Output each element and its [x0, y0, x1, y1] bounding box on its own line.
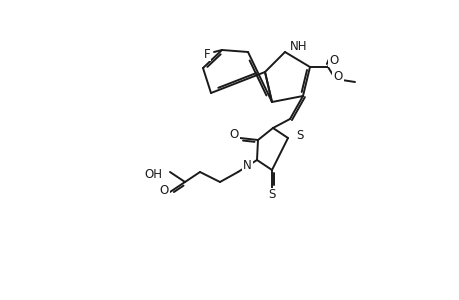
Text: OH: OH — [144, 169, 162, 182]
Text: NH: NH — [289, 40, 307, 52]
Text: O: O — [159, 184, 168, 197]
Text: N: N — [243, 158, 252, 172]
Text: S: S — [268, 188, 275, 202]
Text: O: O — [329, 53, 338, 67]
Text: S: S — [295, 128, 303, 142]
Text: F: F — [203, 47, 210, 61]
Text: O: O — [229, 128, 238, 140]
Text: O: O — [333, 70, 342, 83]
